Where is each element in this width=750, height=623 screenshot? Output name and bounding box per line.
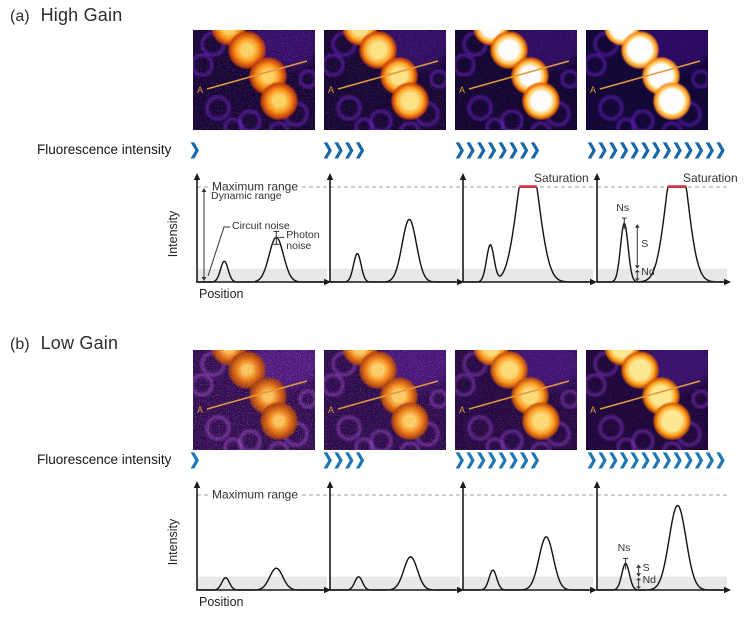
section-a-title: (a) High Gain — [10, 5, 122, 26]
nd-label: Nd — [642, 573, 657, 586]
intensity-plot-b1: Maximum range Intensity Position — [160, 478, 335, 613]
y-axis-arrowhead-icon — [459, 481, 467, 488]
intensity-plot-a2 — [293, 170, 468, 305]
intensity-chevrons-icon-b3: ❯❯❯❯❯❯❯❯ — [454, 450, 541, 468]
plot-canvas — [326, 173, 464, 286]
intensity-chevrons-icon-a3: ❯❯❯❯❯❯❯❯ — [454, 140, 541, 158]
x-axis-arrowhead-icon — [324, 586, 331, 594]
transect-line — [599, 380, 701, 410]
fluorescence-micrograph: A — [324, 350, 446, 450]
position-axis-label: Position — [199, 287, 244, 301]
transect-line — [206, 380, 308, 410]
dynamic-range-label: Dynamic range — [211, 190, 282, 202]
photon-noise-label: Photon noise — [286, 229, 320, 253]
intensity-chevrons-icon-b4: ❯❯❯❯❯❯❯❯❯❯❯❯❯ — [586, 450, 726, 468]
intensity-chevrons-icon-a1: ❯ — [189, 140, 201, 158]
intensity-chevrons-icon-a2: ❯❯❯❯ — [322, 140, 366, 158]
fluorescence-micrograph: A — [193, 30, 315, 130]
intensity-axis-label: Intensity — [166, 518, 180, 566]
saturation-label: Saturation — [682, 171, 738, 185]
plot-canvas — [459, 481, 597, 594]
ns-label: Ns — [617, 542, 631, 555]
intensity-plot-b2 — [293, 478, 468, 613]
fluorescence-micrograph: A — [193, 350, 315, 450]
x-axis-arrowhead-icon — [724, 586, 731, 594]
nd-label: Nd — [641, 265, 655, 278]
transect-line — [468, 60, 570, 90]
transect-marker-label: A — [197, 405, 203, 415]
y-axis-arrowhead-icon — [593, 481, 601, 488]
transect-marker-label: A — [459, 85, 465, 95]
microscopy-image-b3: A — [455, 350, 577, 450]
intensity-chevrons-icon-b1: ❯ — [189, 450, 201, 468]
transect-marker-label: A — [328, 85, 334, 95]
ns-label: Ns — [616, 202, 630, 215]
intensity-plot-b3 — [426, 478, 601, 613]
x-axis-arrowhead-icon — [457, 278, 464, 286]
maximum-range-label: Maximum range — [209, 487, 302, 502]
microscopy-image-a4: A — [586, 30, 708, 130]
x-axis-arrowhead-icon — [457, 586, 464, 594]
microscopy-image-b1: A — [193, 350, 315, 450]
microscopy-image-b4: A — [586, 350, 708, 450]
transect-marker-label: A — [328, 405, 334, 415]
section-b-name: Low Gain — [40, 333, 119, 353]
section-a-name: High Gain — [40, 5, 123, 25]
fluorescence-micrograph: A — [586, 350, 708, 450]
y-axis-arrowhead-icon — [193, 173, 201, 180]
x-axis-arrowhead-icon — [724, 278, 731, 286]
plot-canvas — [326, 481, 464, 594]
x-axis-arrowhead-icon — [590, 278, 597, 286]
microscopy-image-b2: A — [324, 350, 446, 450]
intensity-plot-b4: Ns S Nd — [560, 478, 735, 613]
intensity-chevrons-icon-a4: ❯❯❯❯❯❯❯❯❯❯❯❯❯ — [586, 140, 726, 158]
fluorescence-micrograph: A — [586, 30, 708, 130]
s-label: S — [642, 562, 650, 575]
section-b-index: (b) — [10, 336, 30, 353]
microscopy-image-a1: A — [193, 30, 315, 130]
intensity-curve — [597, 186, 723, 283]
intensity-curve — [597, 504, 723, 591]
y-axis-arrowhead-icon — [326, 173, 334, 180]
position-axis-label: Position — [199, 595, 244, 609]
transect-line — [337, 380, 439, 410]
y-axis-arrowhead-icon — [459, 173, 467, 180]
y-axis-arrowhead-icon — [326, 481, 334, 488]
intensity-plot-a1: Maximum range Dynamic range Circuit noise P… — [160, 170, 335, 305]
fluorescence-micrograph: A — [455, 350, 577, 450]
fluorescence-micrograph: A — [455, 30, 577, 130]
transect-line — [337, 60, 439, 90]
section-b-title: (b) Low Gain — [10, 333, 118, 354]
plot-canvas — [593, 173, 731, 286]
section-a-index: (a) — [10, 8, 30, 25]
intensity-chevrons-icon-b2: ❯❯❯❯ — [322, 450, 366, 468]
transect-marker-label: A — [590, 85, 596, 95]
transect-marker-label: A — [459, 405, 465, 415]
intensity-plot-a4: Saturation Ns S Nd — [560, 170, 738, 305]
x-axis-arrowhead-icon — [324, 278, 331, 286]
plot-canvas — [593, 481, 731, 594]
intensity-plot-a3: Saturation — [426, 170, 601, 305]
transect-line — [206, 60, 308, 90]
transect-marker-label: A — [590, 405, 596, 415]
y-axis-arrowhead-icon — [193, 481, 201, 488]
transect-marker-label: A — [197, 85, 203, 95]
plot-canvas — [459, 173, 597, 286]
y-axis-arrowhead-icon — [593, 173, 601, 180]
intensity-axis-label: Intensity — [166, 210, 180, 258]
x-axis-arrowhead-icon — [590, 586, 597, 594]
transect-line — [599, 60, 701, 90]
transect-line — [468, 380, 570, 410]
fluorescence-intensity-label-a: Fluorescence intensity — [37, 142, 172, 157]
fluorescence-intensity-label-b: Fluorescence intensity — [37, 452, 172, 467]
saturation-label: Saturation — [534, 171, 589, 185]
microscopy-image-a2: A — [324, 30, 446, 130]
maximum-range-label: Maximum range — [209, 179, 302, 194]
microscopy-image-a3: A — [455, 30, 577, 130]
circuit-noise-label: Circuit noise — [232, 220, 290, 232]
s-label: S — [641, 237, 649, 250]
fluorescence-micrograph: A — [324, 30, 446, 130]
